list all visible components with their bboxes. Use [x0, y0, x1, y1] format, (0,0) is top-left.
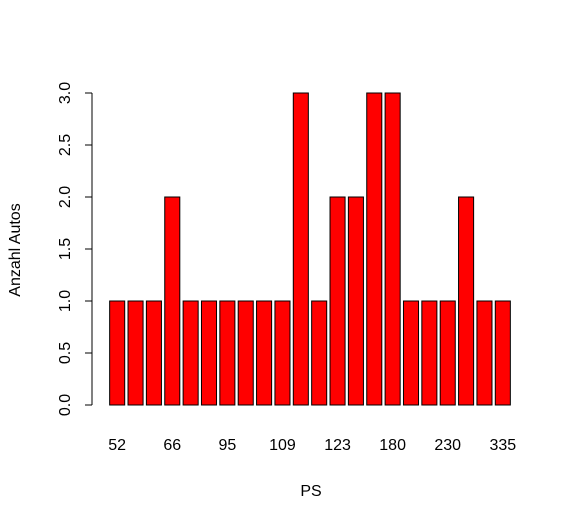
bar — [127, 300, 144, 406]
bar — [384, 92, 401, 406]
bar — [366, 92, 383, 406]
y-tick-label: 2.5 — [57, 134, 74, 156]
bar — [145, 300, 162, 406]
x-tick-label: 52 — [108, 437, 126, 454]
bar — [182, 300, 199, 406]
y-tick-label: 0.5 — [57, 342, 74, 364]
bars — [109, 92, 511, 406]
bar — [109, 300, 126, 406]
bar — [274, 300, 291, 406]
x-tick-label: 180 — [379, 437, 406, 454]
y-axis: 0.0 0.5 1.0 1.5 2.0 2.5 3.0 — [57, 82, 93, 416]
y-tick-label: 2.0 — [57, 186, 74, 208]
bar — [494, 300, 511, 406]
bar — [311, 300, 328, 406]
x-tick-label: 66 — [163, 437, 181, 454]
x-tick-label: 123 — [324, 437, 351, 454]
bar — [439, 300, 456, 406]
bar — [402, 300, 420, 406]
x-tick-label: 335 — [489, 437, 516, 454]
x-tick-label: 230 — [434, 437, 461, 454]
bar — [347, 196, 364, 406]
bar — [219, 300, 236, 406]
x-tick-label: 109 — [269, 437, 296, 454]
bar — [421, 300, 438, 406]
y-tick-label: 0.0 — [57, 394, 74, 416]
bar — [329, 196, 346, 406]
bar — [256, 300, 273, 406]
bar — [476, 300, 493, 406]
x-axis-title: PS — [300, 483, 321, 500]
x-axis-labels: 52 66 95 109 123 180 230 335 — [108, 437, 516, 454]
bar — [458, 196, 475, 406]
bar — [200, 300, 218, 406]
bar — [292, 92, 309, 406]
y-tick-label: 3.0 — [57, 82, 74, 104]
x-tick-label: 95 — [218, 437, 236, 454]
bar — [237, 300, 254, 406]
bar — [164, 196, 181, 406]
y-tick-label: 1.0 — [57, 290, 74, 312]
y-axis-title: Anzahl Autos — [7, 203, 24, 296]
y-tick-label: 1.5 — [57, 238, 74, 260]
